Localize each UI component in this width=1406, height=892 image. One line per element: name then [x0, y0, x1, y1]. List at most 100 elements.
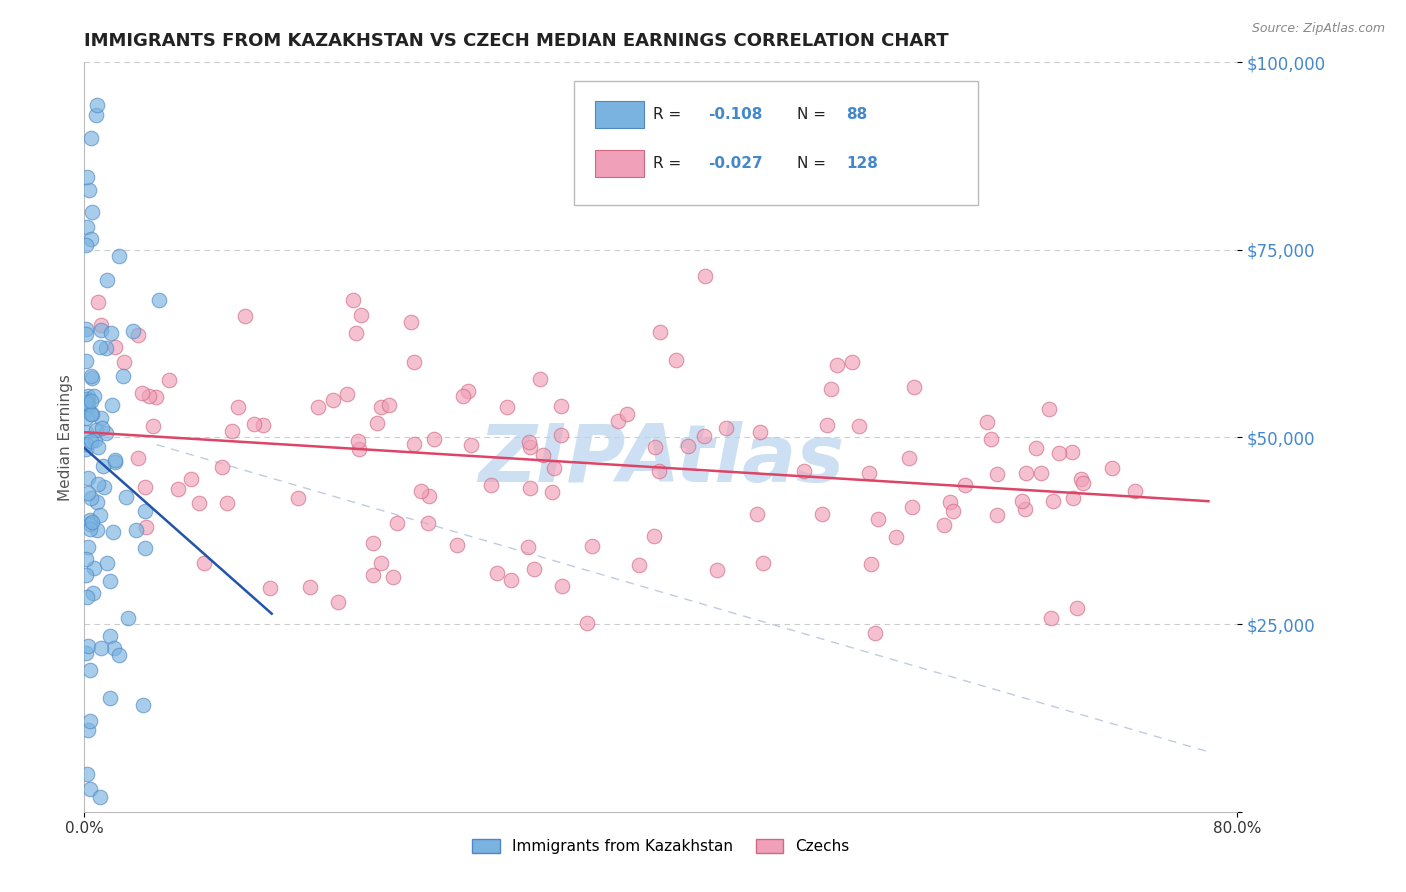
Point: [540, 485, 562, 500]
Point: [90, 410, 112, 425]
Point: [103, 641, 125, 656]
Point: [80, 368, 103, 383]
Point: [243, 417, 266, 431]
Point: [825, 358, 848, 372]
Point: [479, 478, 502, 492]
Point: [749, 425, 772, 440]
Point: [942, 504, 965, 518]
Point: [1070, 472, 1092, 486]
FancyBboxPatch shape: [575, 81, 979, 205]
Point: [75, 646, 97, 660]
Point: [901, 500, 924, 515]
Point: [529, 371, 551, 385]
Point: [517, 434, 540, 449]
Point: [346, 326, 368, 341]
Text: Source: ZipAtlas.com: Source: ZipAtlas.com: [1251, 22, 1385, 36]
Point: [1123, 483, 1146, 498]
Point: [815, 417, 838, 432]
Point: [820, 382, 842, 396]
Point: [138, 389, 160, 403]
Point: [75, 552, 97, 566]
Point: [77, 183, 100, 197]
Point: [193, 557, 215, 571]
Point: [122, 324, 145, 338]
Text: N =: N =: [797, 156, 831, 171]
Point: [486, 566, 509, 580]
Point: [980, 432, 1002, 446]
Point: [79, 232, 101, 246]
Point: [328, 595, 350, 609]
Point: [693, 428, 716, 442]
Point: [457, 384, 479, 398]
Point: [366, 417, 388, 431]
Point: [361, 535, 384, 549]
Point: [495, 400, 517, 414]
Point: [76, 392, 98, 406]
Point: [676, 439, 699, 453]
Point: [1066, 600, 1088, 615]
Point: [90, 421, 112, 435]
Point: [75, 237, 97, 252]
Point: [665, 353, 688, 368]
Point: [402, 436, 425, 450]
Point: [347, 434, 370, 448]
Point: [79, 714, 101, 729]
Point: [519, 481, 541, 495]
Point: [75, 401, 97, 415]
Point: [90, 641, 112, 656]
Point: [499, 573, 522, 587]
Point: [76, 326, 98, 341]
Point: [76, 471, 98, 485]
Point: [287, 491, 309, 505]
Point: [235, 310, 257, 324]
FancyBboxPatch shape: [595, 102, 644, 128]
Point: [1014, 502, 1036, 516]
Point: [90, 322, 112, 336]
Point: [606, 414, 628, 428]
Point: [134, 503, 156, 517]
Point: [866, 511, 889, 525]
Point: [226, 400, 249, 414]
Text: ZIPAtlas: ZIPAtlas: [478, 420, 844, 499]
Point: [693, 268, 716, 283]
Text: -0.108: -0.108: [709, 107, 762, 122]
Point: [134, 480, 156, 494]
Point: [76, 590, 98, 604]
Point: [848, 418, 870, 433]
Point: [142, 419, 165, 434]
Point: [115, 490, 138, 504]
Point: [752, 556, 775, 570]
Point: [1101, 461, 1123, 475]
Point: [953, 478, 976, 492]
Point: [83, 561, 105, 575]
Point: [107, 648, 129, 662]
Point: [75, 442, 97, 457]
Point: [87, 295, 110, 310]
Point: [80, 516, 103, 530]
Point: [75, 568, 97, 582]
Point: [89, 789, 111, 804]
Point: [986, 467, 1008, 482]
Point: [75, 321, 97, 335]
Text: N =: N =: [797, 107, 831, 122]
Point: [976, 415, 998, 429]
Point: [86, 523, 108, 537]
Point: [385, 516, 408, 530]
Point: [77, 485, 100, 500]
Text: R =: R =: [652, 107, 686, 122]
Point: [127, 327, 149, 342]
Point: [108, 249, 131, 263]
Point: [131, 698, 153, 712]
Point: [903, 380, 925, 394]
Point: [399, 315, 422, 329]
Text: 128: 128: [846, 156, 879, 171]
Point: [89, 508, 111, 522]
FancyBboxPatch shape: [595, 150, 644, 178]
Point: [117, 611, 139, 625]
Point: [75, 411, 97, 425]
Point: [643, 529, 665, 543]
Point: [104, 455, 127, 469]
Point: [217, 496, 239, 510]
Point: [79, 517, 101, 532]
Point: [76, 169, 98, 184]
